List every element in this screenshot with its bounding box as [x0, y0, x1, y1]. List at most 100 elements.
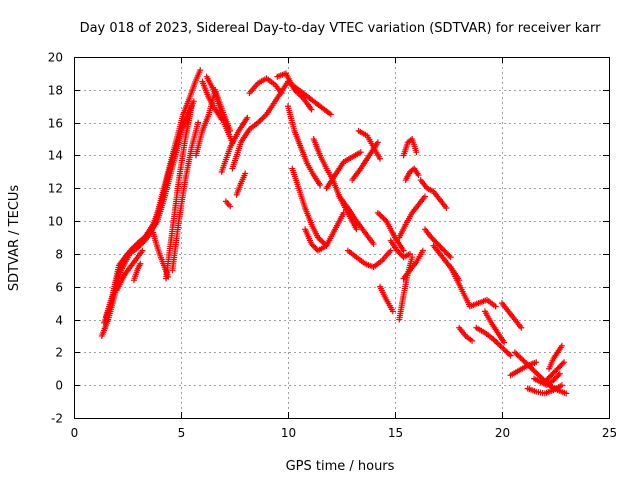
series-s17 [263, 78, 334, 118]
series-s46 [507, 359, 540, 379]
data-point [419, 247, 426, 254]
data-point [242, 170, 249, 177]
data-point [327, 111, 334, 118]
series-s15 [233, 170, 249, 198]
data-point [516, 353, 523, 360]
x-tick-label: 20 [495, 426, 510, 440]
series-s14 [222, 198, 234, 210]
series-s24 [336, 193, 377, 248]
data-point [195, 119, 202, 126]
series-s43 [481, 308, 508, 346]
data-point [469, 337, 476, 344]
series-s29 [377, 283, 396, 315]
data-point [308, 106, 315, 113]
data-point [443, 204, 450, 211]
y-tick-label: 12 [48, 182, 63, 196]
series-s47 [524, 382, 565, 397]
data-point [190, 98, 197, 105]
x-tick-label: 15 [388, 426, 403, 440]
x-tick-label: 25 [602, 426, 617, 440]
series-s30 [387, 237, 413, 261]
data-point [446, 252, 453, 259]
data-point [507, 352, 514, 359]
series-s45 [511, 349, 570, 397]
data-point [139, 247, 146, 254]
series-s19 [285, 103, 324, 188]
series-s10 [199, 78, 225, 123]
series-s26 [349, 139, 381, 184]
data-point [353, 226, 360, 233]
plot-frame [74, 57, 610, 419]
data-point [374, 209, 381, 216]
series-s7 [163, 103, 195, 282]
data-point [380, 215, 387, 222]
data-point [513, 350, 520, 357]
data-point [377, 212, 384, 219]
y-tick-label: 8 [55, 248, 63, 262]
grid-layer [74, 57, 609, 418]
series-s49 [546, 342, 565, 372]
data-point [415, 172, 422, 179]
data-point [563, 390, 570, 397]
data-point [259, 115, 266, 122]
data-point [511, 349, 518, 356]
data-point [447, 254, 454, 261]
series-s8 [169, 119, 202, 274]
series-s35 [400, 247, 426, 282]
data-point [260, 114, 267, 121]
data-point [317, 237, 324, 244]
data-point [370, 241, 377, 248]
y-axis-label: SDTVAR / TECUs [7, 185, 22, 292]
y-tick-label: 4 [55, 314, 63, 328]
y-tick-label: 14 [48, 149, 63, 163]
series-s44 [499, 300, 525, 331]
data-point [257, 116, 264, 123]
data-point [413, 149, 420, 156]
data-point [558, 382, 565, 389]
data-point [357, 149, 364, 156]
data-point [521, 358, 528, 365]
data-point [533, 359, 540, 366]
data-point [409, 254, 416, 261]
data-point [494, 340, 501, 347]
y-tick-label: 18 [48, 84, 63, 98]
series-s18 [274, 70, 315, 113]
data-point [188, 103, 195, 110]
data-point [376, 211, 383, 218]
y-tick-label: 16 [48, 117, 63, 131]
series-s48 [531, 370, 563, 389]
y-tick-label: 2 [55, 346, 63, 360]
data-point [500, 345, 507, 352]
data-point [197, 67, 204, 74]
data-point [533, 369, 540, 376]
series-s4 [113, 247, 146, 294]
y-tick-label: -2 [51, 412, 63, 426]
series-s23 [323, 149, 364, 192]
data-point [421, 193, 428, 200]
data-point [406, 250, 413, 257]
x-tick-label: 10 [281, 426, 296, 440]
series-s39 [447, 264, 473, 310]
series-s11 [203, 73, 236, 146]
series-s28 [374, 209, 407, 254]
series-s12 [218, 114, 251, 175]
x-tick-label: 0 [71, 426, 79, 440]
series-s25 [344, 247, 394, 271]
data-point [377, 155, 384, 162]
data-point [555, 372, 562, 379]
data-point [518, 324, 525, 331]
y-tick-label: 10 [48, 215, 63, 229]
data-point [517, 354, 524, 361]
data-point [244, 114, 251, 121]
series-s38 [430, 242, 463, 284]
data-point [389, 308, 396, 315]
series-s27 [355, 127, 384, 162]
data-point [534, 371, 541, 378]
data-point [503, 348, 510, 355]
series-s42 [473, 324, 514, 359]
data-point [501, 339, 508, 346]
series-s40 [456, 324, 476, 344]
data-point [518, 356, 525, 363]
data-point [559, 360, 566, 367]
